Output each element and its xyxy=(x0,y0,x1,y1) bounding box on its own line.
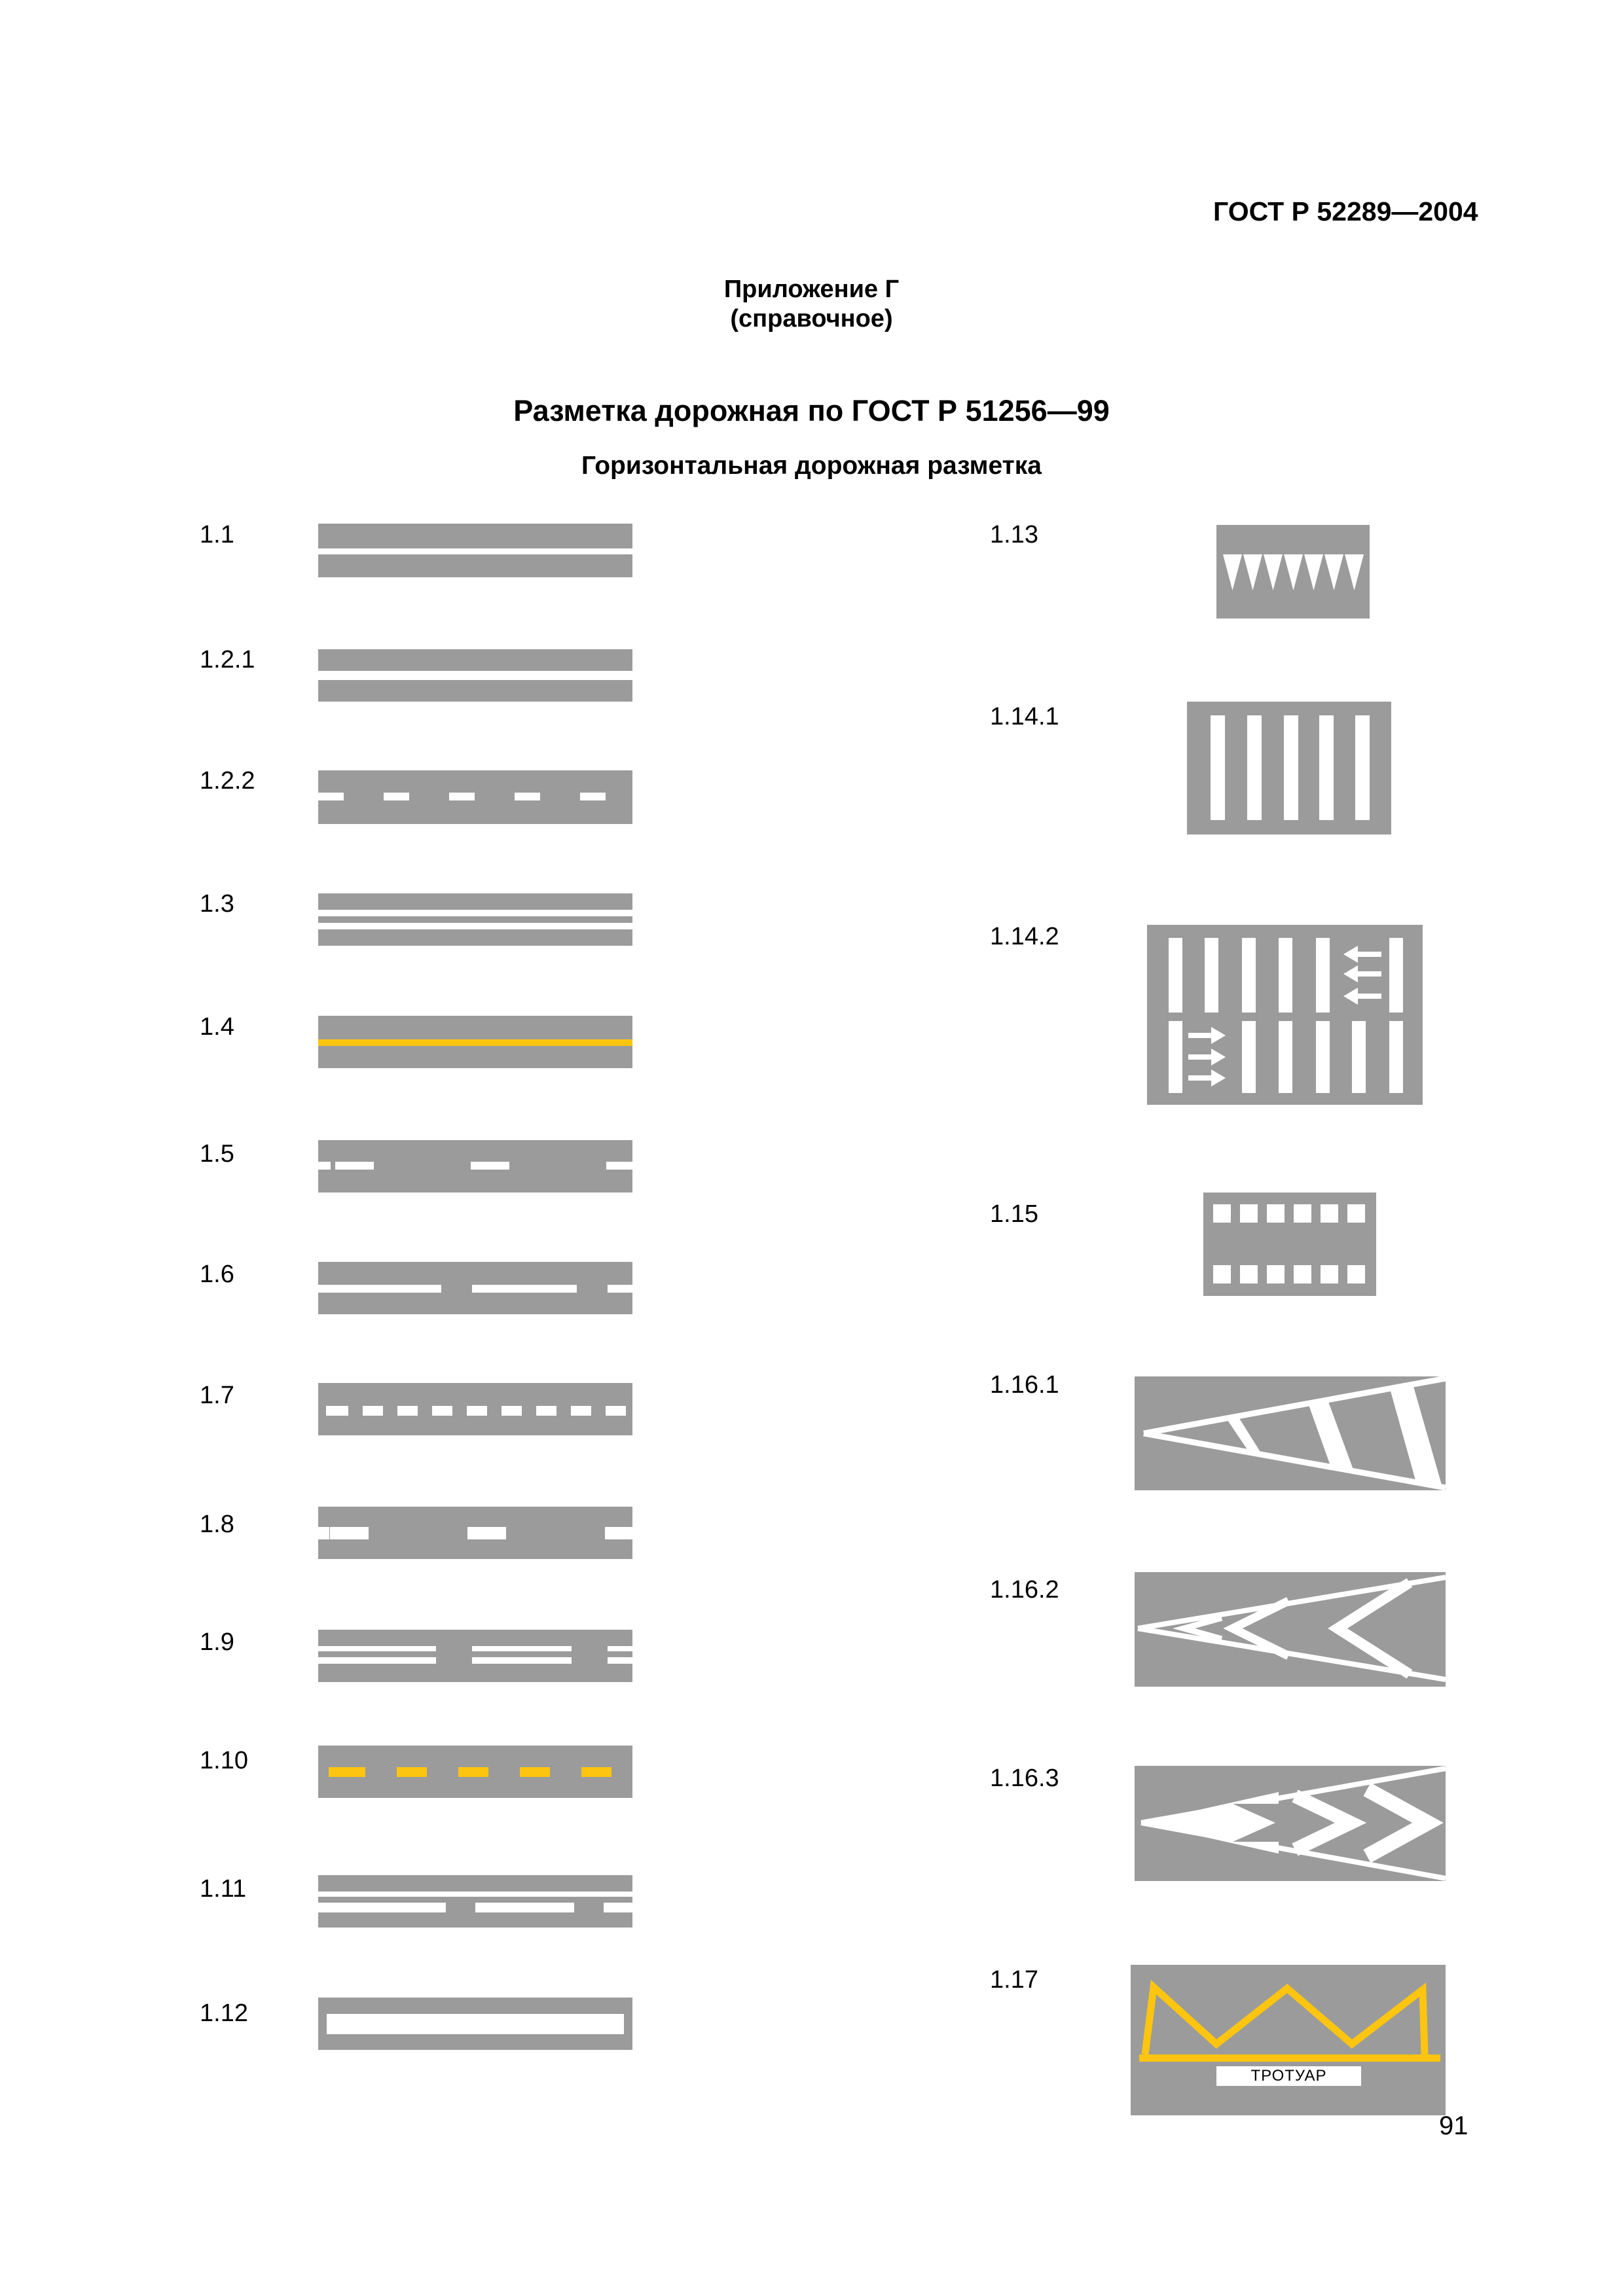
marking-figure-double-broken-line xyxy=(318,1630,632,1682)
marking-label-1-12: 1.12 xyxy=(200,2000,248,2027)
marking-label-1-10: 1.10 xyxy=(200,1747,248,1774)
zebra-arrows-figure xyxy=(1169,938,1403,1093)
marking-label-1-6: 1.6 xyxy=(200,1261,234,1288)
appendix-title: Приложение Г xyxy=(723,276,900,303)
zebra-bar xyxy=(1247,715,1262,820)
marking-figure-solid-center-line xyxy=(318,524,632,577)
marking-figure-double-solid-line xyxy=(318,893,632,946)
give-way-triangles-figure xyxy=(1223,554,1364,590)
marking-label-1-15: 1.15 xyxy=(990,1200,1038,1228)
zebra-bar xyxy=(1211,715,1225,820)
marking-label-1-16-3: 1.16.3 xyxy=(990,1765,1059,1792)
marking-label-1-11: 1.11 xyxy=(200,1875,247,1903)
marking-figure-solid-edge-line xyxy=(318,649,632,702)
dashed-line xyxy=(318,1646,632,1651)
marking-figure-island-hatching xyxy=(1135,1376,1446,1490)
zebra-bar xyxy=(1355,715,1370,820)
crossing-square xyxy=(1294,1204,1311,1223)
zebra-bar xyxy=(1284,715,1298,820)
section-subtitle: Горизонтальная дорожная разметка xyxy=(581,452,1042,480)
zebra-bar xyxy=(1319,715,1334,820)
dashed-line xyxy=(318,1657,632,1664)
marking-label-1-2-2: 1.2.2 xyxy=(200,767,255,795)
dashed-line xyxy=(318,1162,632,1170)
dashed-yellow-line xyxy=(318,1767,632,1777)
marking-figure-broken-line-long-dash xyxy=(318,1262,632,1314)
island-chevrons-left-figure xyxy=(1137,1575,1446,1682)
crossing-square xyxy=(1240,1265,1258,1283)
solid-line-stripe xyxy=(318,548,632,554)
marking-label-1-16-2: 1.16.2 xyxy=(990,1576,1059,1604)
marking-figure-broken-line-short-dash xyxy=(318,1140,632,1193)
solid-line-stripe xyxy=(318,923,632,929)
marking-label-1-8: 1.8 xyxy=(200,1511,234,1538)
crossing-square xyxy=(1347,1204,1365,1223)
solid-line-stripe xyxy=(318,1892,632,1897)
marking-figure-island-chevrons-left xyxy=(1135,1572,1446,1687)
marking-figure-zebra-crossing xyxy=(1187,702,1391,834)
dashed-line xyxy=(318,1406,632,1416)
dashed-line xyxy=(318,1903,632,1912)
dashed-line xyxy=(318,1527,632,1539)
section-title: Разметка дорожная по ГОСТ Р 51256—99 xyxy=(513,394,1110,427)
marking-label-1-9: 1.9 xyxy=(200,1628,234,1656)
marking-figure-short-dash-edge-line xyxy=(318,770,632,824)
marking-figure-wide-broken-line xyxy=(318,1507,632,1559)
marking-label-1-14-2: 1.14.2 xyxy=(990,923,1059,950)
marking-label-1-16-1: 1.16.1 xyxy=(990,1371,1059,1399)
zigzag-figure xyxy=(1139,1979,1440,2062)
appendix-subtitle: (справочное) xyxy=(730,305,893,332)
crossing-square xyxy=(1347,1265,1365,1283)
dashed-line xyxy=(318,793,632,800)
island-chevrons-right-figure xyxy=(1140,1766,1446,1881)
marking-figure-solid-yellow-line xyxy=(318,1016,632,1068)
island-hatching-figure xyxy=(1143,1376,1446,1490)
crossing-square xyxy=(1321,1265,1338,1283)
marking-label-1-13: 1.13 xyxy=(990,521,1038,548)
marking-figure-broken-yellow-line xyxy=(318,1746,632,1798)
crossing-square xyxy=(1267,1204,1285,1223)
marking-label-1-4: 1.4 xyxy=(200,1013,234,1041)
marking-figure-solid-plus-broken-line xyxy=(318,1875,632,1928)
crossing-square xyxy=(1267,1265,1285,1283)
marking-label-1-3: 1.3 xyxy=(200,890,234,918)
stop-line-bar xyxy=(327,2014,624,2034)
marking-figure-cycle-crossing-squares xyxy=(1203,1193,1376,1296)
marking-figure-bus-stop-zigzag: ТРОТУАР xyxy=(1131,1965,1446,2115)
marking-figure-island-chevrons-right xyxy=(1135,1766,1446,1881)
marking-label-1-7: 1.7 xyxy=(200,1382,234,1409)
marking-figure-zebra-crossing-with-arrows xyxy=(1147,925,1423,1105)
solid-line-stripe xyxy=(318,910,632,916)
crossing-square xyxy=(1213,1204,1231,1223)
crossing-square xyxy=(1240,1204,1258,1223)
page-number: 91 xyxy=(1439,2111,1468,2140)
marking-label-1-14-1: 1.14.1 xyxy=(990,703,1059,730)
marking-label-1-1: 1.1 xyxy=(200,521,234,548)
dashed-line xyxy=(318,1285,632,1293)
marking-figure-give-way-triangles xyxy=(1216,525,1370,619)
sidewalk-caption: ТРОТУАР xyxy=(1216,2066,1361,2086)
standard-code: ГОСТ Р 52289—2004 xyxy=(1213,196,1478,226)
crossing-square xyxy=(1294,1265,1311,1283)
marking-figure-broken-line-equal-dash xyxy=(318,1383,632,1435)
marking-label-1-17: 1.17 xyxy=(990,1966,1038,1994)
marking-label-1-5: 1.5 xyxy=(200,1140,234,1168)
solid-line-stripe xyxy=(318,671,632,680)
crossing-square xyxy=(1321,1204,1338,1223)
marking-figure-stop-line xyxy=(318,1998,632,2050)
yellow-line-stripe xyxy=(318,1039,632,1046)
crossing-square xyxy=(1213,1265,1231,1283)
marking-label-1-2-1: 1.2.1 xyxy=(200,646,255,673)
